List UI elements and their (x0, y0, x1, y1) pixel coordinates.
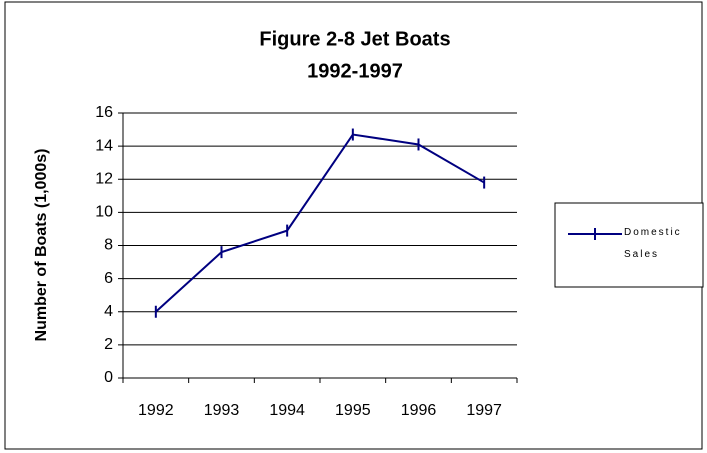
data-line (155, 133, 485, 313)
y-tick-label: 2 (104, 336, 113, 353)
x-tick-label: 1995 (335, 402, 371, 419)
y-axis-label: Number of Boats (1,000s) (33, 149, 50, 342)
chart-subtitle: 1992-1997 (307, 60, 403, 82)
y-tick-label: 0 (104, 369, 113, 386)
y-tick-label: 8 (104, 237, 113, 254)
x-tick-label: 1993 (204, 402, 240, 419)
y-tick-label: 4 (104, 303, 113, 320)
y-tick-label: 14 (95, 137, 113, 154)
legend-label: Domestic Sales (624, 227, 682, 260)
y-tick-label: 10 (95, 204, 113, 221)
legend-box (554, 202, 704, 288)
x-tick-label: 1992 (138, 402, 174, 419)
chart-title: Figure 2-8 Jet Boats (259, 28, 450, 50)
y-tick-label: 12 (95, 170, 113, 187)
x-tick-label: 1997 (466, 402, 502, 419)
x-tick-label: 1994 (269, 402, 305, 419)
y-tick-label: 6 (104, 270, 113, 287)
y-tick-label: 16 (95, 104, 113, 121)
x-tick-label: 1996 (401, 402, 437, 419)
